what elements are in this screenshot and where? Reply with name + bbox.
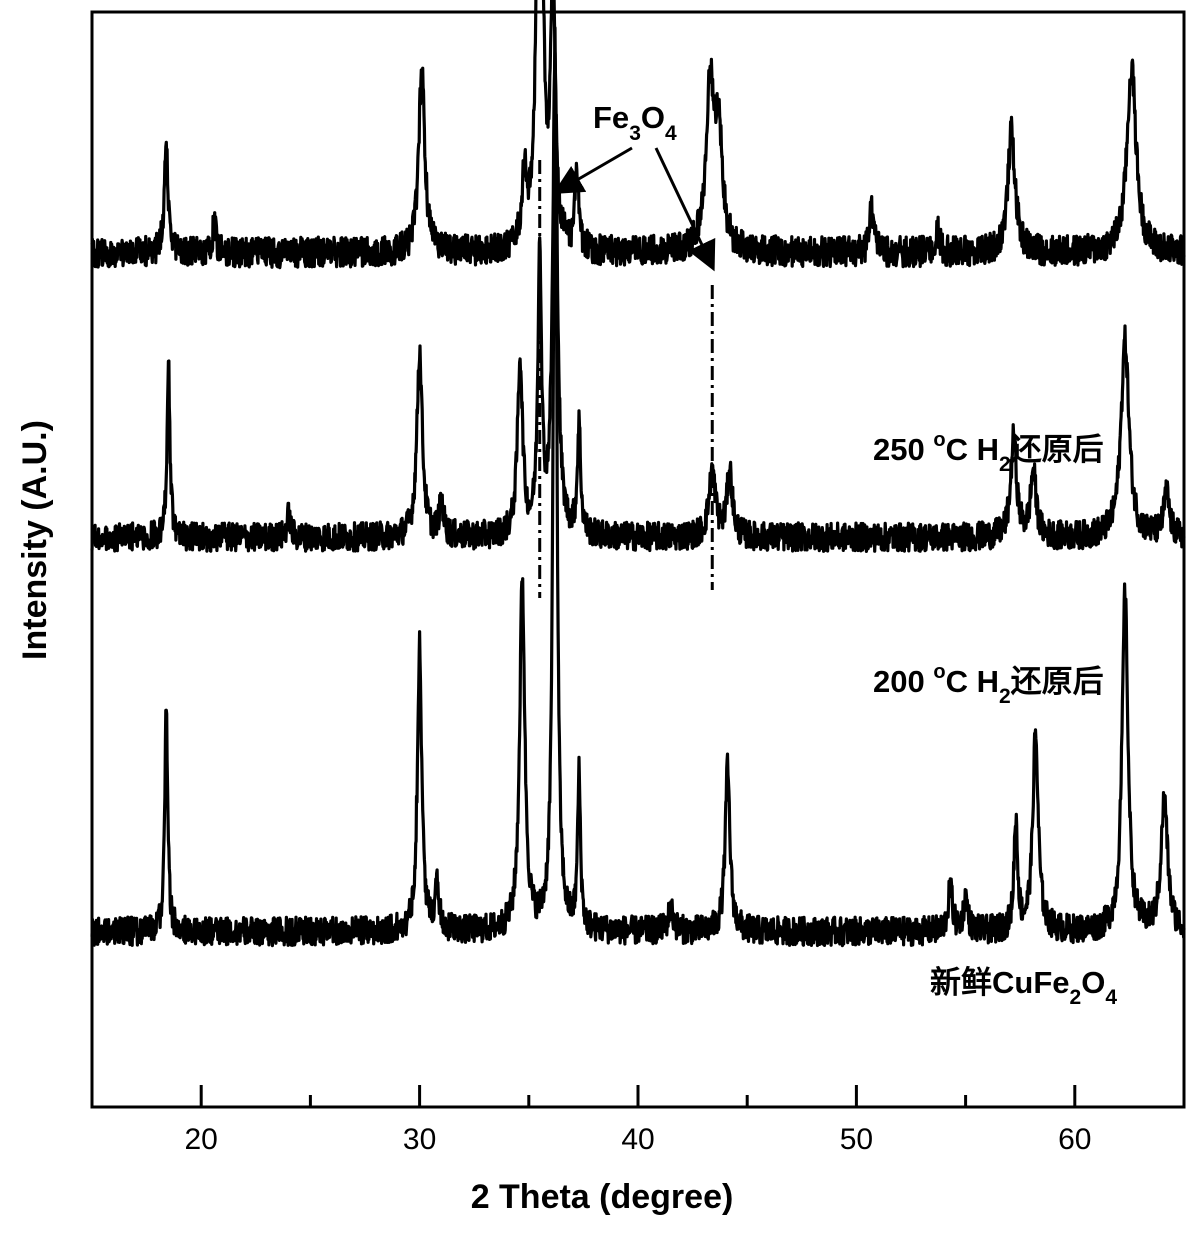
x-tick-label: 50 — [840, 1123, 873, 1156]
x-tick-label: 40 — [621, 1123, 654, 1156]
series-label-200: 200 oC H2还原后 — [873, 661, 1104, 708]
series-label-fresh: 新鲜CuFe2O4 — [930, 965, 1117, 1009]
y-axis-title: Intensity (A.U.) — [16, 420, 54, 660]
fe3o4-label: Fe3O4 — [593, 100, 677, 145]
x-axis: 20 30 40 50 60 — [185, 1085, 1092, 1156]
x-tick-label: 60 — [1058, 1123, 1091, 1156]
x-tick-label: 20 — [185, 1123, 218, 1156]
series-label-250: 250 oC H2还原后 — [873, 429, 1104, 476]
series-line-2 — [92, 28, 1184, 946]
x-axis-title: 2 Theta (degree) — [471, 1178, 734, 1216]
x-tick-label: 30 — [403, 1123, 436, 1156]
arrow-left — [558, 148, 632, 191]
